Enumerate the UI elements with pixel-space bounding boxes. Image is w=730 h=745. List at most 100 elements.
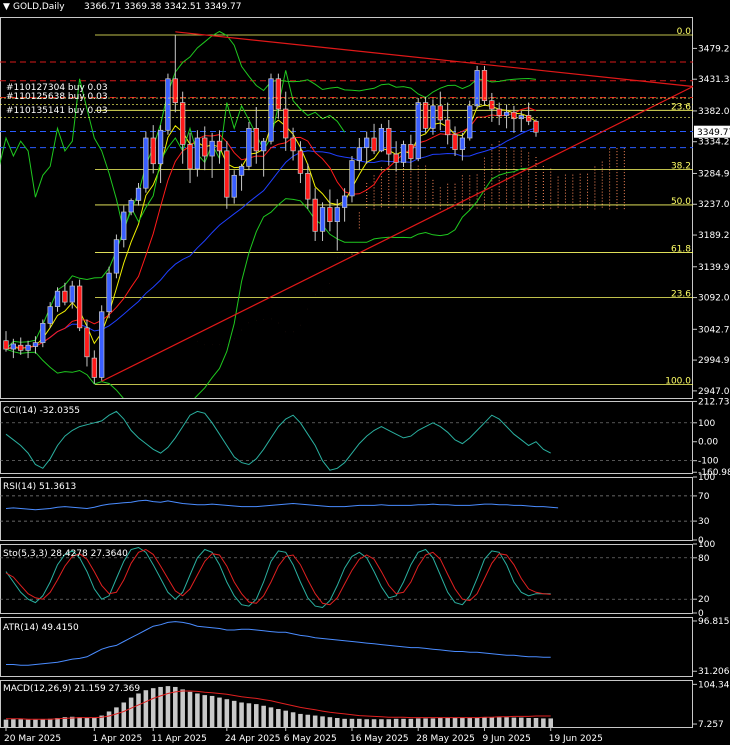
candle-body: [238, 165, 245, 176]
macd-histogram-bar: [3, 719, 9, 727]
macd-histogram-bar: [158, 686, 163, 727]
candle-body: [349, 160, 355, 197]
candle-body: [128, 200, 134, 213]
candle-body: [408, 144, 414, 159]
candle-body: [297, 150, 304, 174]
price-tick-label: 3479.20: [698, 44, 730, 54]
candle-body: [400, 144, 407, 163]
candle-body: [496, 108, 502, 116]
cci-tick-label: 100: [698, 419, 715, 429]
macd-histogram-bar: [533, 718, 539, 727]
fib-label-1: 23.6: [671, 102, 691, 112]
horizontal-levels: [0, 61, 693, 149]
fib-label-6: 100.0: [665, 376, 691, 386]
sto-plot: [0, 546, 693, 609]
candle-body: [445, 119, 451, 136]
fib-label-0: 0.0: [677, 27, 692, 37]
rsi-title: RSI(14) 51.3613: [3, 482, 76, 492]
candle-body: [305, 173, 311, 200]
candle-body: [25, 344, 31, 351]
macd-histogram-bar: [114, 707, 119, 727]
panel-frames: [0, 17, 693, 728]
macd-histogram-bar: [246, 703, 252, 727]
candle-body: [209, 140, 215, 157]
cci-tick-label: 212.73: [698, 397, 730, 407]
indicator-panels: [0, 410, 693, 727]
macd-histogram-bar: [305, 714, 311, 727]
symbol-label: GOLD,Daily: [13, 2, 65, 12]
time-axis: 20 Mar 2025 1 Apr 2025 11 Apr 2025 24 Apr 2…: [4, 727, 603, 744]
order-label-2[interactable]: #110125638 buy 0.03: [6, 92, 108, 102]
macd-histogram-bar: [77, 717, 82, 727]
price-tick-label: 3237.05: [698, 200, 730, 210]
time-tick-label: 20 Mar 2025: [4, 734, 61, 744]
candle-body: [518, 115, 524, 120]
macd-histogram-bar: [460, 718, 465, 727]
rsi-tick-label: 0: [698, 536, 704, 546]
macd-tick-label: 104.348: [698, 680, 730, 690]
macd-histogram-bar: [415, 718, 421, 727]
candle-body: [481, 70, 488, 102]
price-tick-label: 3431.35: [698, 75, 730, 85]
panel-labels: ▼ GOLD,Daily 3366.71 3369.38 3342.51 334…: [3, 2, 241, 694]
current-price-label: 3349.77: [697, 128, 730, 138]
candle-body: [437, 105, 443, 121]
fib-label-4: 61.8: [671, 245, 691, 255]
sto-k-line: [5, 546, 551, 609]
panel-frame-rsi: [0, 477, 693, 541]
macd-histogram-bar: [357, 718, 362, 727]
cci-tick-label: -100: [698, 457, 719, 467]
candle-body: [194, 137, 201, 170]
macd-histogram-bar: [312, 715, 318, 727]
price-tick-label: 3189.20: [698, 231, 730, 241]
current-price-box: [694, 125, 730, 138]
bollinger-lower: [5, 164, 537, 398]
macd-histogram-bar: [386, 719, 392, 727]
macd-histogram-bar: [128, 697, 134, 727]
time-tick-label: 16 May 2025: [350, 734, 409, 744]
price-tick-label: 3382.05: [698, 107, 730, 117]
macd-histogram-bar: [526, 718, 531, 727]
candle-body: [371, 137, 377, 152]
candle-body: [261, 140, 267, 152]
candle-body: [533, 120, 539, 133]
macd-signal-line: [6, 690, 551, 720]
macd-histogram-bar: [327, 717, 333, 727]
rsi-tick-label: 70: [698, 492, 710, 502]
ohlc-readout: 3366.71 3369.38 3342.51 3349.77: [84, 2, 241, 12]
order-label-1[interactable]: #110127304 buy 0.03: [6, 83, 108, 93]
sto-tick-label: 20: [698, 595, 710, 605]
candle-body: [319, 207, 326, 232]
order-label-3[interactable]: #110135141 buy 0.03: [6, 106, 108, 116]
macd-histogram-bar: [518, 717, 524, 727]
candle-body: [224, 150, 230, 198]
macd-histogram-bar: [298, 713, 303, 727]
candle-body: [253, 127, 259, 152]
macd-histogram-bar: [187, 691, 193, 727]
macd-histogram-bar: [342, 718, 347, 727]
candle-body: [474, 70, 480, 107]
macd-histogram-bar: [268, 707, 274, 727]
price-tick-label: 3284.90: [698, 169, 730, 179]
candle-body: [430, 105, 436, 129]
macd-tick-label: 7.257: [698, 720, 724, 730]
cci-plot: [0, 410, 693, 471]
atr-tick-label: 31.2063: [698, 667, 730, 677]
macd-histogram-bar: [489, 717, 495, 727]
candle-body: [268, 78, 274, 142]
fib-label-5: 23.6: [671, 290, 691, 300]
candle-body: [526, 115, 532, 122]
macd-histogram-bar: [511, 717, 517, 727]
symbol-menu-icon[interactable]: ▼: [3, 2, 10, 12]
atr-line: [6, 621, 551, 666]
macd-histogram-bar: [150, 688, 156, 727]
time-tick-label: 9 Jun 2025: [482, 734, 530, 744]
macd-histogram-bar: [195, 693, 200, 727]
candle-body: [54, 290, 61, 307]
macd-histogram-bar: [106, 711, 112, 727]
candle-body: [62, 290, 68, 303]
sto-tick-label: 80: [698, 554, 710, 564]
cci-tick-label: 0.00: [698, 438, 718, 448]
macd-histogram-bar: [209, 695, 215, 727]
